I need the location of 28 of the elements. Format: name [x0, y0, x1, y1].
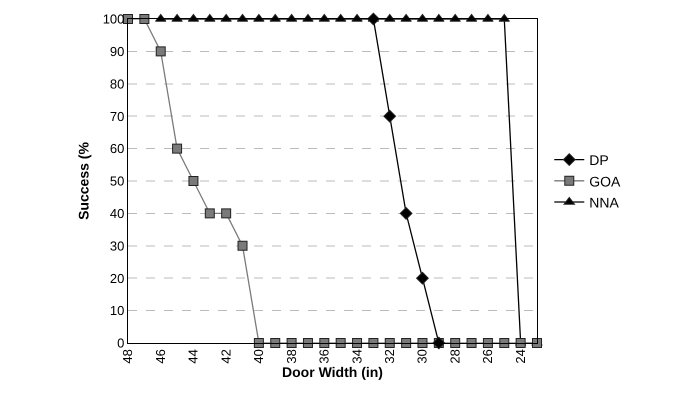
x-tick-label: 46 [152, 349, 168, 364]
y-tick-label: 50 [110, 174, 124, 189]
legend-label: DP [589, 152, 609, 168]
y-tick-label: 30 [110, 238, 124, 254]
legend-label: GOA [589, 173, 622, 190]
y-axis-title: Success (% [75, 142, 92, 220]
x-axis-title: Door Width (in) [282, 364, 383, 380]
y-tick-label: 90 [110, 44, 124, 59]
x-tick-label: 42 [218, 349, 234, 364]
x-tick-label: 34 [349, 349, 364, 364]
y-tick-label: 70 [110, 108, 124, 124]
x-tick-label: 26 [480, 349, 496, 364]
x-tick-label: 24 [512, 349, 528, 364]
y-tick-label: 80 [110, 76, 124, 92]
x-tick-label: 38 [284, 349, 299, 364]
y-tick-label: 60 [110, 141, 124, 156]
x-tick-label: 30 [414, 349, 430, 364]
y-tick-label: 40 [110, 206, 124, 221]
x-tick-label: 36 [316, 349, 332, 364]
x-tick-label: 40 [251, 349, 266, 364]
x-tick-label: 28 [447, 349, 462, 364]
y-tick-label: 20 [110, 270, 124, 286]
x-tick-label: 48 [120, 349, 136, 364]
legend-label: NNA [589, 194, 620, 210]
y-tick-label: 0 [117, 336, 124, 351]
x-tick-label: 44 [186, 349, 201, 364]
y-tick-label: 10 [110, 303, 124, 318]
x-tick-label: 32 [382, 349, 397, 364]
